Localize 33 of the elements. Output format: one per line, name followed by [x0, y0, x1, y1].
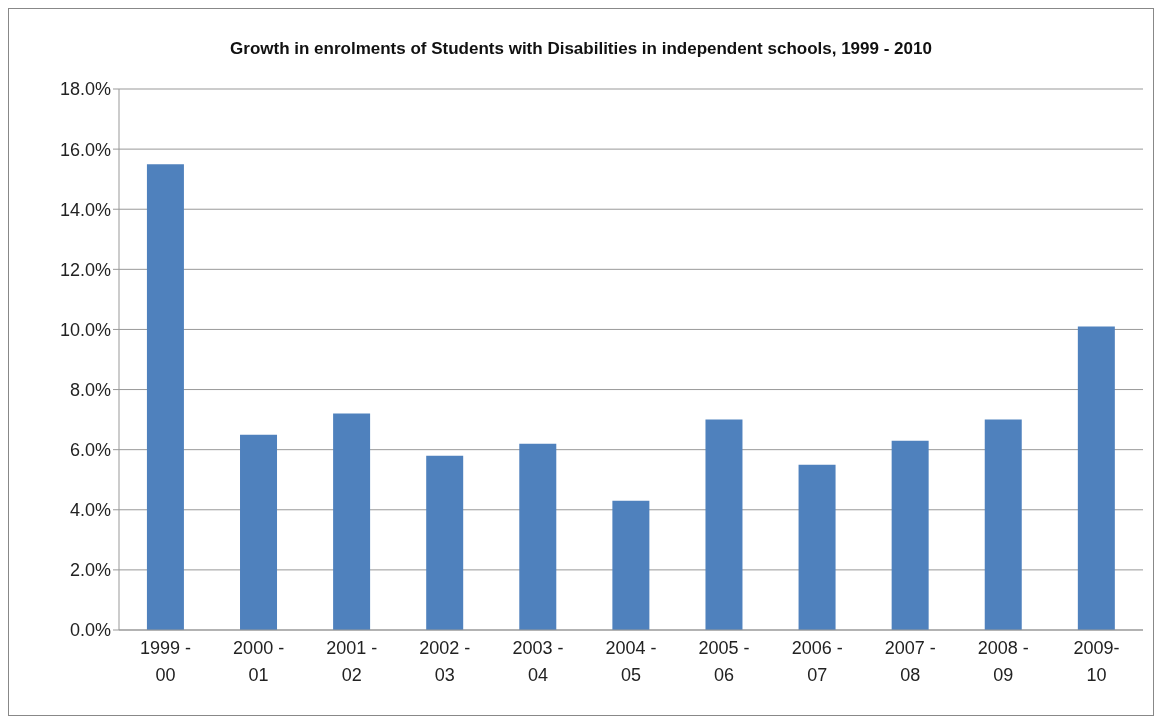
bar	[798, 464, 836, 630]
bar	[333, 413, 371, 630]
x-tick-label: 2009- 10	[1073, 638, 1120, 685]
y-tick-label: 0.0%	[69, 620, 111, 641]
y-tick-label: 16.0%	[59, 139, 111, 160]
y-tick-label: 10.0%	[59, 319, 111, 340]
x-tick-label: 2005 - 06	[698, 638, 750, 685]
x-tick-label: 2003 - 04	[512, 638, 564, 685]
y-tick-label: 4.0%	[69, 500, 111, 521]
bar	[612, 500, 650, 630]
bar	[426, 455, 464, 630]
x-tick-label: 2002 - 03	[419, 638, 471, 685]
y-tick-label: 12.0%	[59, 259, 111, 280]
y-tick-label: 18.0%	[59, 79, 111, 100]
x-tick-label: 1999 - 00	[140, 638, 192, 685]
x-tick-label: 2008 - 09	[977, 638, 1029, 685]
x-tick-label: 2004 - 05	[605, 638, 657, 685]
bar	[891, 440, 929, 630]
bar	[705, 419, 743, 630]
bar	[240, 434, 278, 630]
bar	[984, 419, 1022, 630]
bar	[519, 443, 557, 630]
chart-title: Growth in enrolments of Students with Disabilities in independent schools, 1999 - 2010	[229, 39, 933, 59]
x-tick-label: 2000 - 01	[233, 638, 285, 685]
x-tick-label: 2001 - 02	[326, 638, 378, 685]
bar	[146, 164, 184, 630]
y-tick-label: 8.0%	[69, 379, 111, 400]
y-tick-label: 14.0%	[59, 199, 111, 220]
bar	[1077, 326, 1115, 630]
x-tick-label: 2007 - 08	[884, 638, 936, 685]
y-tick-label: 6.0%	[69, 440, 111, 461]
x-tick-label: 2006 - 07	[791, 638, 843, 685]
y-tick-label: 2.0%	[69, 560, 111, 581]
